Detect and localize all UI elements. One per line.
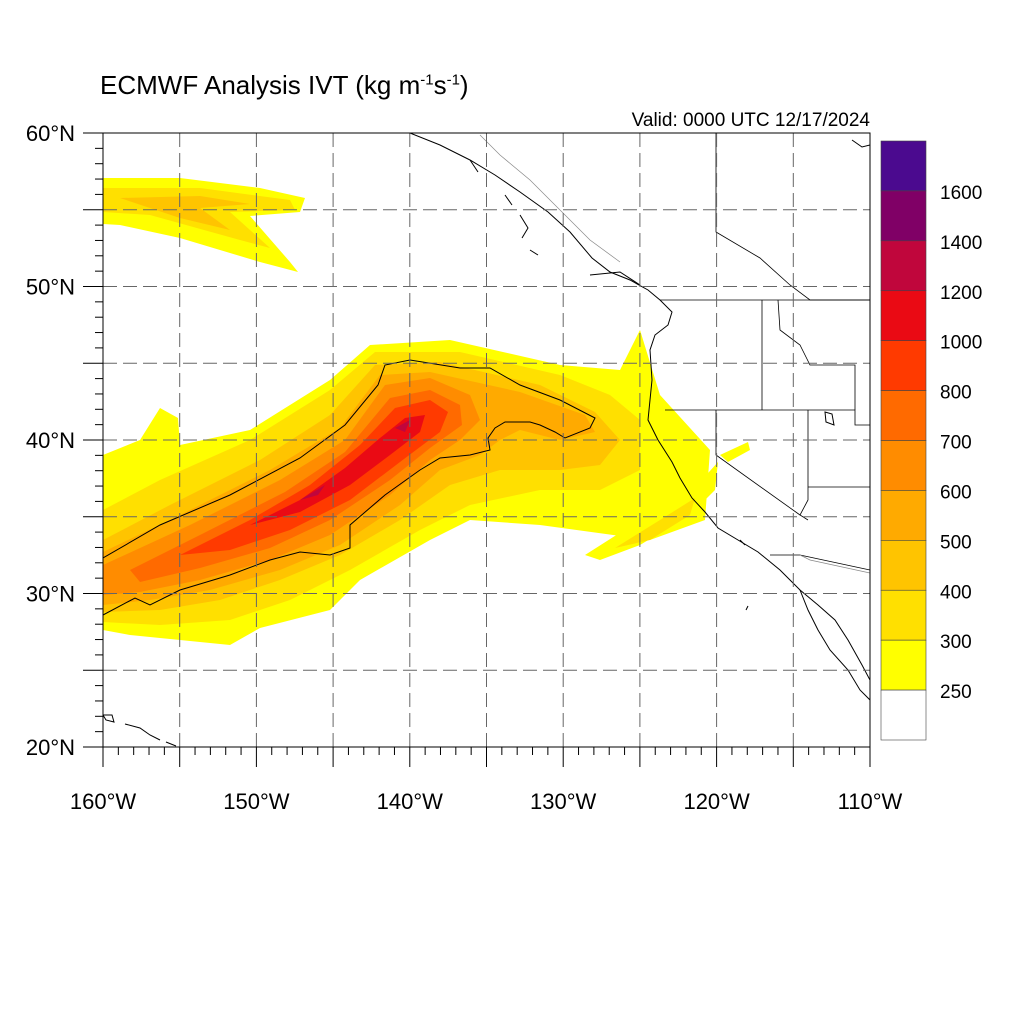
legend-swatch xyxy=(880,390,927,441)
legend-swatch xyxy=(880,140,927,192)
y-tick-label: 60°N xyxy=(26,121,75,146)
map-area xyxy=(103,133,870,747)
political-borders xyxy=(660,133,870,571)
axis-ticks xyxy=(83,132,871,767)
coastline xyxy=(103,133,870,747)
legend-swatch xyxy=(880,290,927,341)
legend-swatch-below xyxy=(880,689,927,741)
legend-swatch xyxy=(880,190,927,242)
legend-label: 1400 xyxy=(940,233,982,254)
ivt-shading-1000 xyxy=(250,415,425,525)
y-tick-label: 40°N xyxy=(26,428,75,453)
legend-swatch xyxy=(880,490,927,541)
ivt-shading-1200 xyxy=(300,420,410,500)
legend-label: 700 xyxy=(940,433,972,454)
x-tick-label: 110°W xyxy=(838,789,903,814)
legend-swatch xyxy=(880,240,927,292)
legend-label: 800 xyxy=(940,383,972,404)
legend-label: 400 xyxy=(940,582,972,603)
legend-label: 1600 xyxy=(940,183,982,204)
y-tick-label: 20°N xyxy=(26,735,75,760)
legend-swatch xyxy=(880,440,927,491)
color-legend: 1600 1400 1200 1000 800 700 600 500 400 300 250 xyxy=(880,140,982,741)
legend-swatch xyxy=(880,340,927,391)
legend-swatch xyxy=(880,589,927,641)
ivt-250-contour xyxy=(103,359,596,616)
legend-label: 600 xyxy=(940,482,972,503)
x-tick-label: 140°W xyxy=(377,789,444,814)
minor-borders xyxy=(479,134,870,574)
x-tick-label: 160°W xyxy=(70,789,137,814)
longitude-labels: 160°W 150°W 140°W 130°W 120°W 110°W xyxy=(70,789,903,814)
latitude-labels: 60°N 50°N 40°N 30°N 20°N xyxy=(26,121,75,760)
legend-swatch xyxy=(880,540,927,591)
map-frame xyxy=(102,132,871,748)
legend-swatch xyxy=(880,639,927,691)
gridlines xyxy=(103,133,870,747)
legend-label: 250 xyxy=(940,682,972,703)
valid-time-label: Valid: 0000 UTC 12/17/2024 xyxy=(631,110,870,131)
legend-label: 1200 xyxy=(940,283,982,304)
x-tick-label: 120°W xyxy=(683,789,750,814)
x-tick-label: 150°W xyxy=(223,789,290,814)
legend-label: 500 xyxy=(940,532,972,553)
legend-label: 300 xyxy=(940,632,972,653)
y-tick-label: 50°N xyxy=(26,275,75,300)
y-tick-label: 30°N xyxy=(26,582,75,607)
chart-title: ECMWF Analysis IVT (kg m-1s-1) xyxy=(100,70,469,100)
legend-label: 1000 xyxy=(940,333,982,354)
x-tick-label: 130°W xyxy=(530,789,597,814)
